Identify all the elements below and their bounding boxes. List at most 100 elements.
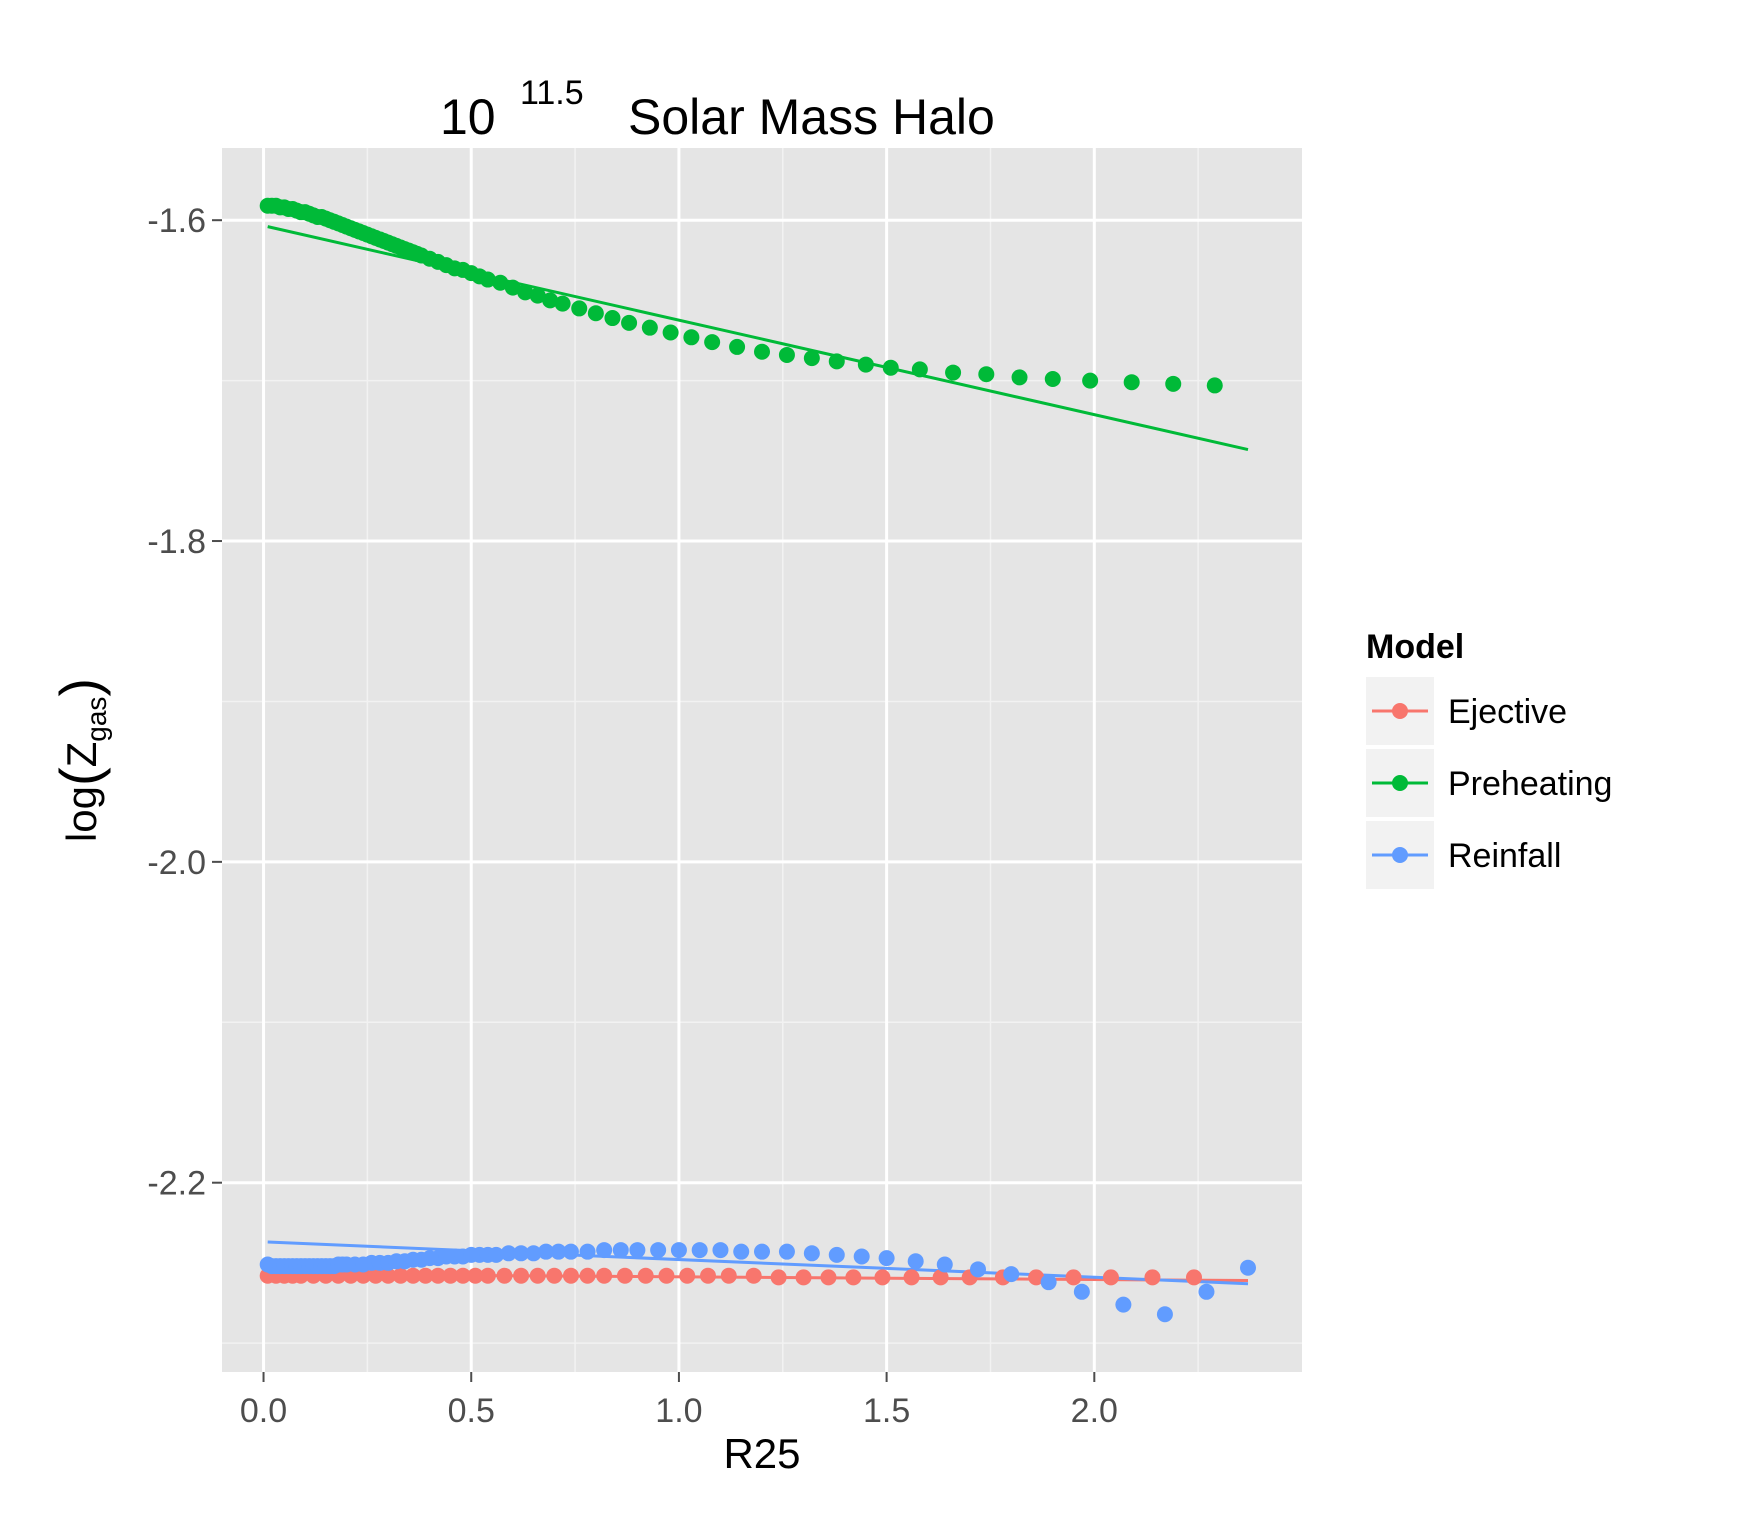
data-point-preheating bbox=[504, 279, 521, 296]
data-point-ejective bbox=[405, 1267, 422, 1284]
data-point-preheating bbox=[803, 350, 820, 367]
plot-panel bbox=[222, 148, 1302, 1372]
chart-title-text: Solar Mass Halo bbox=[628, 89, 995, 145]
data-point-ejective bbox=[496, 1267, 513, 1284]
data-point-reinfall bbox=[579, 1243, 596, 1260]
data-point-reinfall bbox=[828, 1246, 845, 1263]
data-points bbox=[259, 197, 1256, 1323]
data-point-reinfall bbox=[1240, 1259, 1256, 1276]
data-point-ejective bbox=[355, 1267, 372, 1284]
data-point-preheating bbox=[1082, 372, 1099, 389]
data-point-preheating bbox=[911, 361, 928, 378]
y-tick-label: -1.8 bbox=[147, 523, 206, 561]
data-point-ejective bbox=[1144, 1269, 1161, 1286]
data-point-ejective bbox=[454, 1267, 471, 1284]
data-point-preheating bbox=[882, 359, 899, 376]
data-point-preheating bbox=[1011, 369, 1028, 386]
data-point-reinfall bbox=[712, 1242, 729, 1259]
data-point-reinfall bbox=[612, 1242, 629, 1259]
data-point-preheating bbox=[517, 284, 534, 301]
data-point-ejective bbox=[513, 1267, 530, 1284]
legend-keys: Ejective Preheating Reinfall bbox=[1366, 677, 1612, 889]
data-point-preheating bbox=[1044, 371, 1061, 388]
data-point-preheating bbox=[554, 295, 571, 312]
data-point-ejective bbox=[367, 1267, 384, 1284]
data-point-ejective bbox=[1065, 1269, 1082, 1286]
data-point-ejective bbox=[679, 1267, 696, 1284]
data-point-preheating bbox=[1165, 375, 1182, 392]
data-point-preheating bbox=[729, 338, 746, 355]
grid-major bbox=[222, 148, 1302, 1372]
data-point-ejective bbox=[720, 1267, 737, 1284]
data-point-preheating bbox=[1123, 374, 1140, 391]
x-tick-labels: 0.0 0.5 1.0 1.5 2.0 bbox=[240, 1392, 1118, 1430]
legend-key-point bbox=[1392, 703, 1408, 719]
data-point-preheating bbox=[683, 329, 700, 346]
legend-key-point bbox=[1392, 847, 1408, 863]
data-point-reinfall bbox=[853, 1248, 870, 1265]
data-point-ejective bbox=[874, 1269, 891, 1286]
data-point-reinfall bbox=[513, 1245, 530, 1262]
legend-key-point bbox=[1392, 775, 1408, 791]
data-point-preheating bbox=[857, 356, 874, 373]
data-point-reinfall bbox=[1003, 1266, 1020, 1283]
legend-title: Model bbox=[1366, 628, 1464, 666]
data-point-ejective bbox=[932, 1269, 949, 1286]
data-point-reinfall bbox=[1115, 1296, 1132, 1313]
data-point-reinfall bbox=[778, 1243, 795, 1260]
fit-line-reinfall bbox=[267, 1240, 1249, 1286]
data-point-reinfall bbox=[650, 1242, 667, 1259]
data-point-preheating bbox=[1206, 377, 1223, 394]
y-axis-label-prefix: log bbox=[58, 786, 105, 842]
x-tick-label: 0.0 bbox=[240, 1392, 287, 1430]
y-tick-labels: -1.6 -1.8 -2.0 -2.2 bbox=[147, 202, 206, 1203]
data-point-preheating bbox=[587, 305, 604, 322]
legend: Model Ejective Preheating Reinfall bbox=[1366, 628, 1612, 889]
y-tick-label: -1.6 bbox=[147, 202, 206, 240]
data-point-ejective bbox=[430, 1267, 446, 1284]
data-point-preheating bbox=[945, 364, 962, 381]
data-point-ejective bbox=[1102, 1269, 1119, 1286]
y-axis-label-symbol: Z bbox=[58, 742, 105, 768]
y-tick-label: -2.0 bbox=[147, 844, 206, 882]
svg-text:log(Zgas): log(Zgas) bbox=[48, 678, 112, 842]
data-point-preheating bbox=[704, 334, 721, 351]
chart-title: 10 11.5 Solar Mass Halo bbox=[440, 74, 995, 145]
data-point-preheating bbox=[978, 366, 995, 383]
data-point-preheating bbox=[542, 292, 559, 309]
data-point-preheating bbox=[778, 346, 795, 363]
data-point-ejective bbox=[579, 1267, 596, 1284]
data-point-ejective bbox=[903, 1269, 920, 1286]
data-point-ejective bbox=[637, 1267, 654, 1284]
data-point-ejective bbox=[745, 1267, 762, 1284]
x-tick-label: 0.5 bbox=[448, 1392, 495, 1430]
data-point-preheating bbox=[571, 300, 588, 317]
data-point-preheating bbox=[604, 310, 621, 327]
data-point-ejective bbox=[442, 1267, 459, 1284]
legend-label-reinfall: Reinfall bbox=[1448, 837, 1561, 875]
data-point-reinfall bbox=[525, 1245, 542, 1262]
data-point-reinfall bbox=[1156, 1306, 1173, 1323]
data-point-ejective bbox=[616, 1267, 633, 1284]
data-point-ejective bbox=[562, 1267, 579, 1284]
data-point-ejective bbox=[700, 1267, 716, 1284]
data-point-preheating bbox=[828, 353, 845, 370]
x-tick-label: 2.0 bbox=[1071, 1392, 1118, 1430]
data-point-reinfall bbox=[907, 1253, 924, 1270]
legend-label-ejective: Ejective bbox=[1448, 693, 1567, 731]
data-point-preheating bbox=[479, 271, 496, 288]
data-point-ejective bbox=[392, 1267, 409, 1284]
data-point-reinfall bbox=[538, 1243, 554, 1260]
data-point-ejective bbox=[1186, 1269, 1202, 1286]
data-point-reinfall bbox=[670, 1242, 687, 1259]
data-point-ejective bbox=[770, 1269, 787, 1286]
y-axis-label-subscript: gas bbox=[81, 697, 112, 742]
data-point-reinfall bbox=[550, 1243, 567, 1260]
data-point-ejective bbox=[845, 1269, 862, 1286]
data-point-ejective bbox=[658, 1267, 675, 1284]
data-point-reinfall bbox=[691, 1242, 708, 1259]
data-point-preheating bbox=[492, 274, 509, 291]
data-point-ejective bbox=[1028, 1269, 1045, 1286]
chart-title-base: 10 bbox=[440, 89, 496, 145]
